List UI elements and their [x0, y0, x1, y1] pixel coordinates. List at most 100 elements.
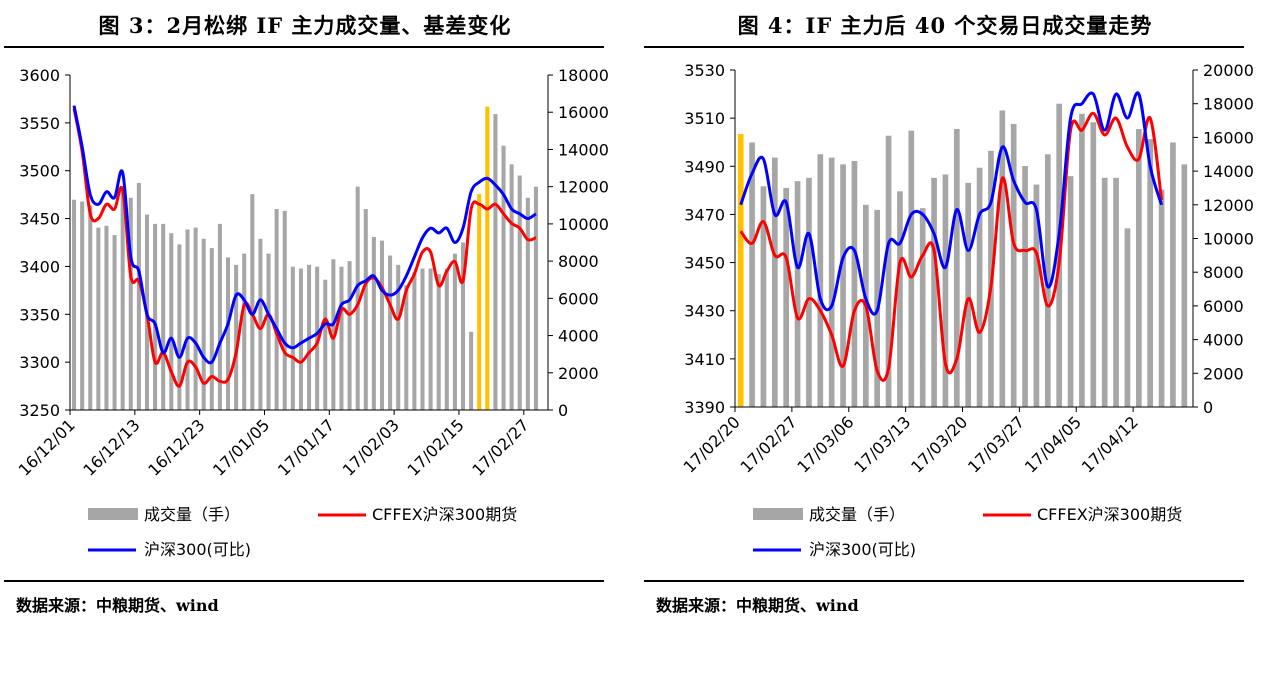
volume-bar	[274, 209, 279, 410]
volume-bar	[355, 186, 360, 410]
x-axis-tick-label: 17/03/06	[793, 412, 857, 476]
x-axis-tick-label: 17/03/20	[907, 412, 971, 476]
x-axis-tick-label: 17/02/03	[339, 415, 403, 479]
legend-volume-label: 成交量（手）	[809, 505, 905, 524]
volume-bar	[161, 223, 166, 410]
x-axis-tick-label: 16/12/01	[15, 415, 79, 479]
volume-bar	[1158, 189, 1165, 407]
volume-bar	[1124, 228, 1131, 407]
volume-bar	[225, 257, 231, 410]
volume-bar	[444, 268, 449, 410]
figure-4-top-rule	[644, 46, 1244, 48]
index-line	[739, 91, 1164, 316]
right-axis-tick-label: 0	[1203, 398, 1213, 417]
x-axis-tick-label: 17/03/27	[964, 412, 1028, 476]
right-axis-tick-label: 18000	[1203, 95, 1254, 114]
volume-bar	[250, 194, 255, 410]
figure-3-chart: 3250 3300 3350 3400 3450 3500 3550 3600 0 2000 400…	[15, 66, 609, 559]
legend-index-label: 沪深300(可比)	[144, 540, 251, 559]
volume-bar	[794, 181, 801, 407]
right-axis-tick-label: 0	[558, 401, 568, 420]
left-axis-tick-label: 3350	[19, 305, 60, 324]
left-axis-tick-label: 3400	[19, 257, 60, 276]
volume-bar	[897, 191, 903, 407]
left-axis-tick-label: 3450	[684, 254, 725, 273]
volume-bar	[501, 145, 506, 410]
volume-bar	[885, 135, 892, 407]
figure-3-bottom-rule	[4, 580, 604, 582]
volume-bar	[760, 186, 767, 407]
volume-bar	[193, 227, 198, 410]
x-axis-tick-label: 16/12/13	[79, 415, 143, 479]
volume-bar	[737, 134, 744, 407]
right-axis-tick-label: 8000	[1203, 263, 1244, 282]
left-axis-tick-label: 3510	[684, 109, 725, 128]
volume-bar	[908, 130, 915, 407]
volume-bar	[1067, 176, 1074, 407]
figure-3-panel: 图 3：2月松绑 IF 主力成交量、基差变化 3250 3300 3350 3400 3…	[0, 0, 620, 676]
volume-bar	[339, 266, 344, 410]
volume-bar	[919, 208, 926, 407]
legend-futures-label: CFFEX沪深300期货	[372, 505, 517, 524]
volume-bar	[1022, 166, 1028, 407]
volume-bar	[420, 268, 425, 410]
volume-bar	[282, 210, 287, 410]
volume-bar	[298, 268, 303, 410]
volume-bar	[266, 253, 271, 410]
volume-bar	[234, 264, 239, 410]
futures-line	[72, 108, 537, 388]
volume-bar	[315, 266, 320, 410]
legend-volume-swatch	[88, 508, 138, 520]
volume-bar	[452, 253, 457, 410]
left-axis-tick-label: 3410	[684, 350, 725, 369]
volume-bar	[1170, 142, 1176, 407]
futures-line	[739, 111, 1164, 382]
volume-bar	[169, 233, 174, 410]
volume-bar	[460, 242, 466, 410]
volume-bar	[258, 238, 263, 410]
left-axis-tick-label: 3550	[19, 114, 60, 133]
x-axis-tick-label: 17/01/17	[274, 415, 338, 479]
volume-bar	[806, 177, 812, 407]
right-axis-tick-label: 2000	[1203, 364, 1244, 383]
figure-4-chart: 3390 3410 3430 3450 3470 3490 3510 3530 0 2000 400…	[680, 61, 1254, 559]
figure-4-bottom-rule	[644, 580, 1244, 582]
figure-3-source: 数据来源：中粮期货、wind	[16, 596, 219, 615]
volume-bar	[404, 285, 409, 410]
volume-bar	[851, 160, 858, 407]
volume-bar	[112, 235, 117, 410]
left-axis-tick-label: 3450	[19, 210, 60, 229]
volume-bar	[72, 199, 77, 410]
volume-bar	[477, 194, 482, 410]
left-axis-tick-label: 3430	[684, 302, 725, 321]
left-axis-tick-label: 3300	[19, 353, 60, 372]
volume-bar	[509, 164, 514, 410]
volume-bar	[347, 261, 352, 410]
x-axis-tick-label: 17/02/27	[736, 412, 800, 476]
right-axis-tick-label: 4000	[1203, 331, 1244, 350]
volume-bar	[323, 279, 328, 410]
volume-bar	[965, 182, 972, 407]
volume-bar	[493, 114, 498, 410]
volume-bar	[88, 205, 93, 410]
legend-index-label: 沪深300(可比)	[809, 540, 916, 559]
index-line	[72, 105, 537, 365]
volume-bar	[469, 331, 474, 410]
volume-bar	[976, 167, 983, 407]
volume-bar	[363, 209, 368, 410]
volume-bar	[153, 223, 158, 410]
volume-bar	[177, 244, 182, 410]
right-axis-tick-label: 10000	[1203, 230, 1254, 249]
x-axis-tick-label: 16/12/23	[144, 415, 208, 479]
volume-bar	[1090, 122, 1097, 408]
right-axis-tick-label: 4000	[558, 327, 599, 346]
figure-4-panel: 图 4：IF 主力后 40 个交易日成交量走势 3390 3410 3430 3450…	[640, 0, 1260, 676]
volume-bar	[931, 177, 937, 407]
volume-bar	[128, 197, 133, 410]
left-axis-tick-label: 3470	[684, 205, 725, 224]
figure-3-top-rule	[4, 46, 604, 48]
volume-bar	[136, 182, 141, 410]
volume-bar	[371, 236, 376, 410]
volume-bar	[749, 142, 755, 407]
x-axis-tick-label: 17/02/20	[680, 412, 744, 476]
